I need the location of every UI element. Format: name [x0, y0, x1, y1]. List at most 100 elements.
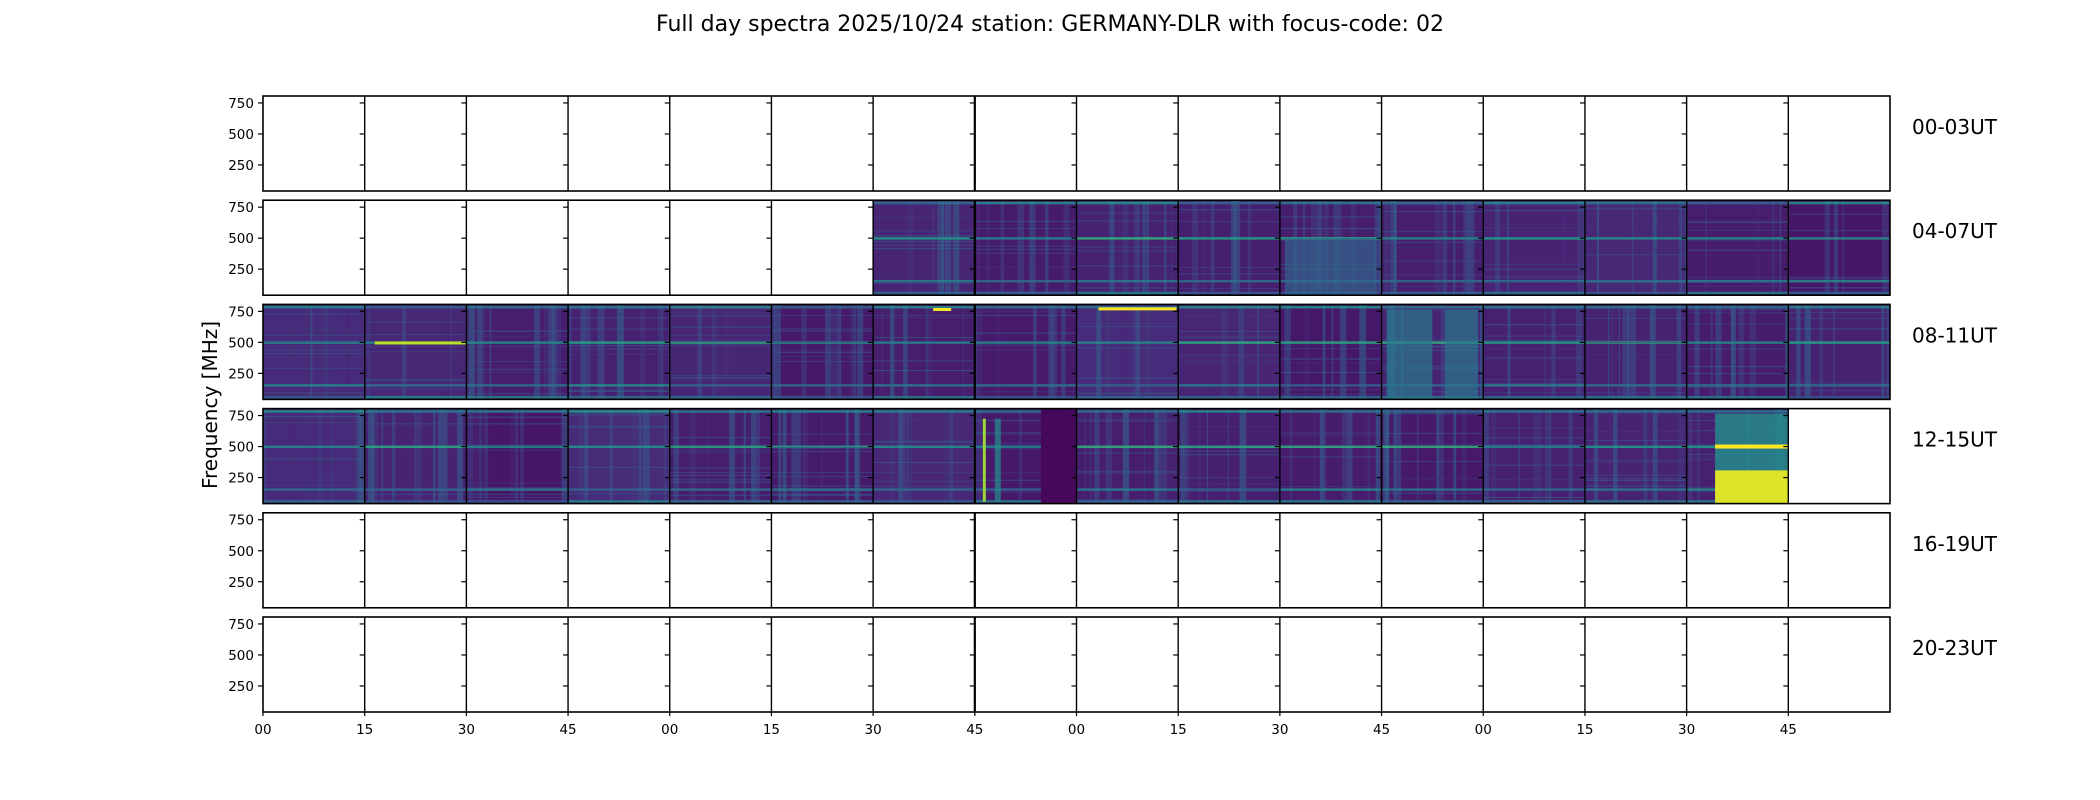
panel-row: 750 500 250 20-23UT	[228, 616, 1998, 713]
spectrum-band	[771, 410, 874, 413]
spectrum-stripe	[1143, 408, 1146, 504]
spectrum-line	[771, 342, 874, 344]
spectrum-line	[1279, 358, 1382, 360]
spectrum-line	[1483, 357, 1585, 359]
spectrum-band	[873, 279, 975, 283]
spectrum-line	[873, 440, 975, 442]
spectrum-line	[1178, 490, 1280, 492]
spectrum-stripe	[616, 304, 624, 400]
spectrum-stripe	[778, 408, 782, 504]
spectrum-background	[1788, 200, 1890, 296]
spectrum-band	[263, 410, 365, 413]
spectrum-stripe	[1374, 200, 1382, 296]
spectrum-cell	[1076, 200, 1182, 296]
spectrum-stripe	[1198, 408, 1201, 504]
spectrum-band	[466, 410, 569, 413]
spectrum-stripe	[848, 304, 856, 400]
spectrum-band	[1178, 445, 1280, 449]
spectrum-stripe	[798, 408, 801, 504]
spectrum-stripe	[1146, 200, 1149, 296]
spectrum-band	[1686, 341, 1789, 344]
spectrum-stripe	[978, 304, 983, 400]
spectrum-stripe	[854, 408, 861, 504]
spectrum-background	[1076, 304, 1179, 400]
spectrum-line	[1686, 386, 1789, 388]
spectrum-stripe	[1688, 408, 1693, 504]
spectrum-stripe	[1134, 200, 1140, 296]
spectrum-line	[1076, 470, 1179, 472]
spectrum-stripe	[578, 408, 583, 504]
spectrum-line	[568, 353, 670, 355]
spectrum-stripe	[891, 408, 894, 504]
spectrum-line	[1076, 323, 1179, 325]
chart-title: Full day spectra 2025/10/24 station: GER…	[656, 12, 1444, 37]
spectrum-line	[974, 431, 1077, 433]
spectrum-line	[1178, 477, 1280, 479]
spectrum-band	[1076, 279, 1179, 283]
spectrum-line	[1279, 394, 1382, 396]
spectrum-stripe	[751, 408, 757, 504]
spectrum-line	[1279, 228, 1382, 230]
spectrum-stripe	[551, 304, 554, 400]
spectrum-band	[466, 395, 569, 399]
spectrum-line	[263, 313, 365, 315]
spectrum-stripe	[1577, 200, 1582, 296]
spectrum-cell	[1483, 304, 1586, 400]
spectrum-line	[771, 360, 874, 362]
spectrum-band	[974, 201, 1077, 205]
spectrum-line	[974, 248, 1077, 250]
spectrum-stripe	[1144, 304, 1152, 400]
spectrum-line	[1076, 246, 1179, 248]
spectrum-band	[1076, 201, 1179, 205]
spectrum-stripe	[472, 408, 479, 504]
y-tick-label: 250	[228, 471, 254, 487]
spectrum-line	[974, 412, 1077, 414]
spectrum-stripe	[1105, 408, 1112, 504]
spectrum-stripe	[756, 408, 760, 504]
spectrum-line	[974, 252, 1077, 254]
spectrum-band	[669, 306, 772, 309]
spectrum-stripe	[937, 200, 945, 296]
spectrum-stripe	[414, 408, 417, 504]
spectrum-band	[1584, 410, 1687, 413]
spectrum-stripe	[544, 304, 547, 400]
spectrum-band	[1584, 306, 1687, 309]
spectrum-stripe	[1885, 304, 1890, 400]
spectrum-stripe	[1715, 304, 1722, 400]
spectrum-stripe	[932, 200, 935, 296]
spectrum-line	[873, 235, 975, 237]
y-tick-label: 750	[228, 96, 254, 112]
spectrum-stripe	[657, 304, 663, 400]
spectrum-stripe	[714, 304, 718, 400]
spectrum-line	[1686, 323, 1789, 325]
spectrum-band	[1279, 410, 1382, 413]
spectrum-line	[1178, 273, 1280, 275]
spectrum-line	[1076, 418, 1179, 420]
spectrum-stripe	[432, 408, 436, 504]
spectrum-line	[1381, 274, 1484, 276]
spectrum-stripe	[631, 408, 639, 504]
spectrum-line	[873, 240, 975, 242]
spectrum-stripe	[1341, 408, 1348, 504]
spectrum-line	[1483, 427, 1585, 429]
spectrum-line	[771, 493, 874, 495]
spectrum-line	[1178, 426, 1280, 428]
spectrum-line	[1381, 339, 1484, 341]
spectrum-line	[1381, 241, 1484, 243]
spectrum-band	[1381, 237, 1484, 240]
interference-line	[374, 341, 467, 345]
spectrum-line	[873, 282, 975, 284]
spectrum-stripe	[381, 408, 384, 504]
spectrum-line	[974, 220, 1077, 222]
spectrum-band	[974, 445, 1077, 449]
spectrum-band	[1483, 291, 1585, 295]
spectrum-stripe	[945, 200, 952, 296]
spectrum-cell	[771, 304, 874, 400]
spectrum-stripe	[1568, 408, 1573, 504]
spectrum-background	[974, 304, 1077, 400]
spectrum-band	[568, 395, 670, 399]
spectrum-line	[974, 227, 1077, 229]
spectrum-stripe	[1632, 200, 1634, 296]
spectrum-stripe	[484, 408, 489, 504]
x-tick-label: 45	[966, 722, 983, 738]
